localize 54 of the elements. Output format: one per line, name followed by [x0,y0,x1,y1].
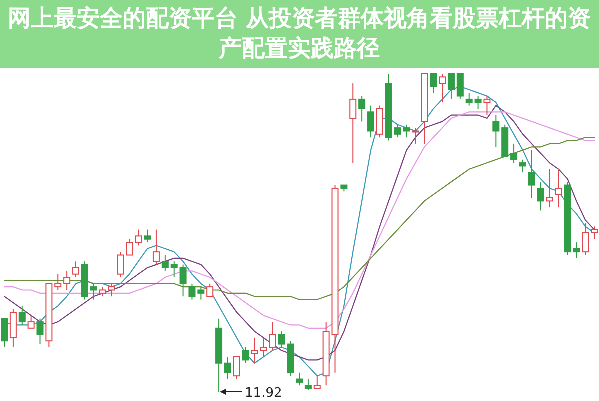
candlestick [28,315,35,329]
candlestick [519,159,526,174]
candlestick [403,124,410,138]
candlestick [206,283,214,298]
candlestick [474,96,482,110]
candlestick [492,114,500,148]
candlestick [573,242,580,259]
candlestick [54,274,62,291]
candlestick [555,168,562,208]
candlestick [90,283,98,300]
candlestick [448,74,455,100]
candlestick [269,322,276,352]
candlestick [1,318,8,348]
candlestick [412,128,420,144]
candlestick [233,356,240,380]
candlestick [546,168,554,208]
candlestick [18,306,26,326]
candlestick [430,74,438,94]
candlestick [117,252,124,278]
candlestick [466,92,473,106]
candlestick [510,143,518,164]
candlestick [152,229,160,266]
candlestick [528,150,536,199]
candlestick [162,254,169,272]
annotation: 11.92 [245,386,282,401]
candlestick [99,286,106,298]
candlestick [180,264,187,298]
candlestick [394,124,402,138]
candlestick [278,331,286,348]
candlestick [439,74,446,104]
candlestick [72,261,80,278]
candlestick [108,283,116,298]
candlestick [296,372,303,386]
candlestick [591,226,598,240]
candlestick [358,96,366,122]
candlestick [368,105,375,138]
candlestick [350,83,357,164]
candlestick [456,74,464,100]
candlestick [188,283,196,300]
candlestick [224,356,232,380]
candlestick [304,378,312,391]
chart-title: 网上最安全的配资平台 从投资者群体视角看股票杠杆的资产配置实践路径 [0,0,599,68]
candlestick [582,222,590,256]
candlestick [144,229,152,244]
candlestick [170,261,178,278]
candlestick [314,376,321,390]
candlestick [126,238,134,256]
candlestick [484,96,491,116]
candlestick [242,346,250,364]
candlestick [36,318,44,345]
candlestick [135,229,142,246]
candlestick [537,182,544,212]
candlestick [64,270,71,291]
candlestick [198,286,205,300]
